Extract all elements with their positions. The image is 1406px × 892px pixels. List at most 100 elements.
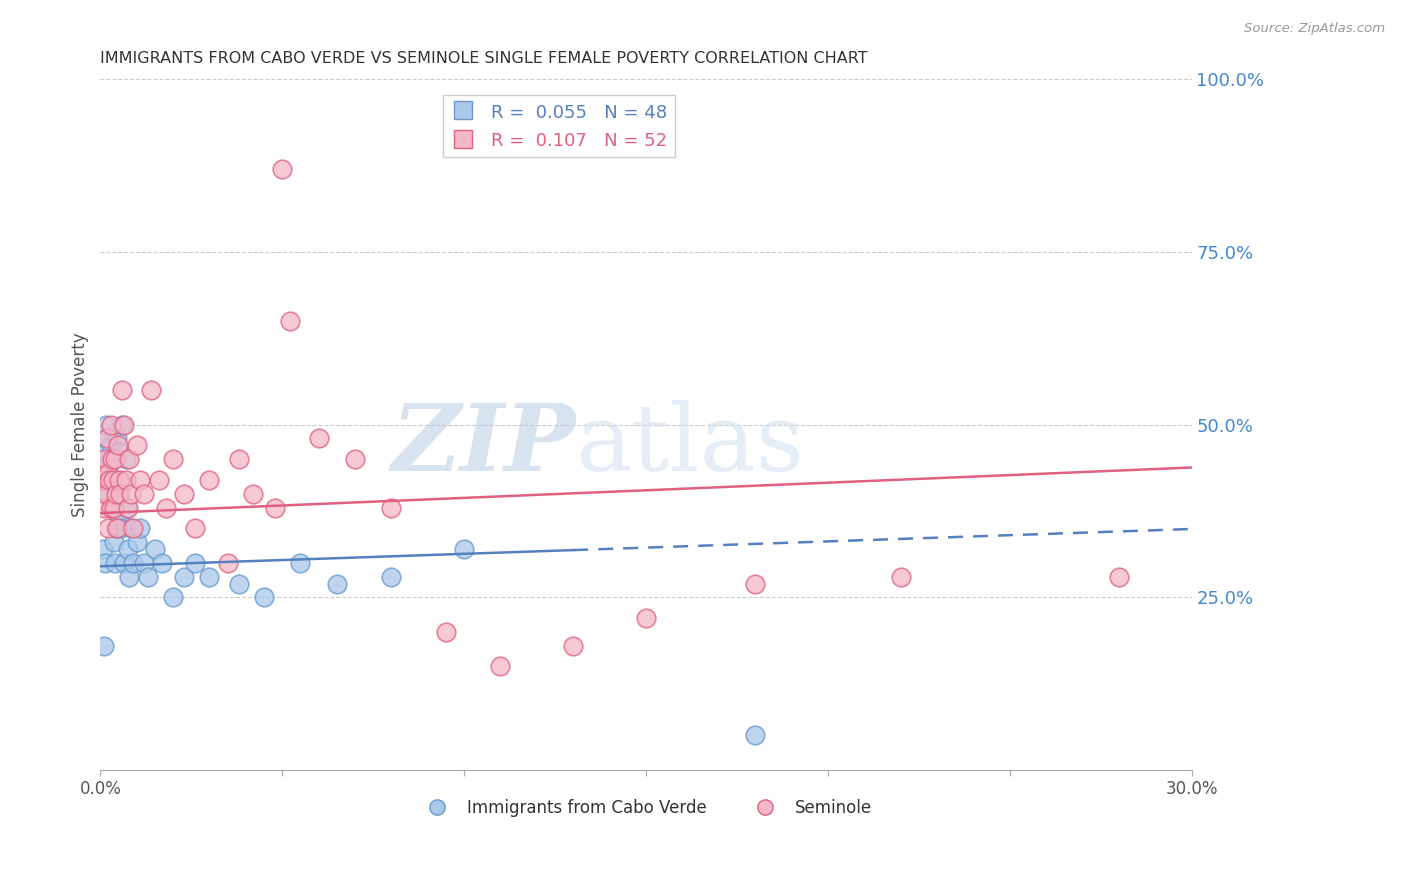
Point (184, 556, 207, 570)
Point (136, 569, 159, 583)
Point (125, 535, 148, 549)
Point (105, 432, 128, 446)
Point (890, 569, 912, 583)
Legend: Immigrants from Cabo Verde, Seminole: Immigrants from Cabo Verde, Seminole (413, 792, 879, 824)
Point (242, 487, 264, 501)
Point (118, 452, 141, 467)
Point (100, 500, 122, 515)
Point (110, 487, 132, 501)
Point (132, 556, 155, 570)
Point (96, 432, 118, 446)
Point (271, 162, 294, 177)
Point (744, 576, 766, 591)
Point (326, 576, 349, 591)
Point (278, 314, 301, 328)
Point (110, 521, 132, 535)
Point (101, 473, 124, 487)
Point (141, 383, 163, 397)
Text: IMMIGRANTS FROM CABO VERDE VS SEMINOLE SINGLE FEMALE POVERTY CORRELATION CHART: IMMIGRANTS FROM CABO VERDE VS SEMINOLE S… (100, 51, 868, 66)
Point (122, 556, 145, 570)
Point (120, 521, 142, 535)
Point (380, 569, 402, 583)
Point (162, 452, 184, 467)
Point (217, 556, 239, 570)
Point (98, 473, 121, 487)
Point (93, 500, 115, 515)
Point (97, 487, 120, 501)
Point (104, 556, 127, 570)
Point (173, 487, 195, 501)
Point (562, 639, 585, 653)
Point (101, 452, 124, 467)
Point (253, 591, 276, 605)
Point (173, 569, 195, 583)
Point (100, 417, 122, 432)
Point (744, 729, 766, 743)
Point (111, 417, 134, 432)
Point (264, 500, 287, 515)
Point (105, 521, 128, 535)
Point (103, 535, 125, 549)
Point (150, 556, 173, 570)
Point (97, 466, 120, 480)
Point (308, 432, 330, 446)
Point (489, 659, 512, 673)
Point (114, 452, 136, 467)
Point (118, 569, 141, 583)
Text: atlas: atlas (575, 401, 804, 491)
Point (110, 473, 132, 487)
Point (117, 541, 139, 556)
Point (129, 473, 152, 487)
Point (132, 487, 155, 501)
Point (143, 541, 166, 556)
Point (93, 556, 115, 570)
Point (101, 452, 124, 467)
Point (228, 576, 250, 591)
Point (129, 521, 152, 535)
Point (91, 541, 114, 556)
Point (148, 473, 170, 487)
Point (115, 500, 138, 515)
Point (184, 521, 207, 535)
Point (120, 487, 142, 501)
Point (453, 541, 475, 556)
Text: Source: ZipAtlas.com: Source: ZipAtlas.com (1244, 22, 1385, 36)
Point (112, 417, 135, 432)
Point (117, 500, 139, 515)
Y-axis label: Single Female Poverty: Single Female Poverty (72, 333, 89, 517)
Point (93, 452, 115, 467)
Point (1108, 569, 1130, 583)
Point (107, 514, 129, 528)
Point (125, 438, 148, 452)
Point (101, 500, 124, 515)
Point (198, 473, 221, 487)
Point (98, 473, 121, 487)
Point (94, 487, 117, 501)
Point (107, 473, 129, 487)
Point (94, 432, 117, 446)
Point (97, 521, 120, 535)
Point (108, 445, 131, 459)
Point (290, 556, 312, 570)
Point (104, 487, 127, 501)
Point (112, 556, 135, 570)
Point (107, 487, 129, 501)
Point (114, 473, 136, 487)
Point (93, 639, 115, 653)
Point (103, 500, 125, 515)
Point (155, 500, 177, 515)
Point (100, 500, 122, 515)
Point (122, 521, 145, 535)
Point (94, 417, 117, 432)
Point (111, 383, 134, 397)
Point (162, 591, 184, 605)
Point (104, 452, 127, 467)
Point (100, 438, 122, 452)
Point (101, 473, 124, 487)
Point (104, 521, 127, 535)
Text: ZIP: ZIP (391, 401, 575, 491)
Point (107, 438, 129, 452)
Point (96, 445, 118, 459)
Point (434, 624, 457, 639)
Point (198, 569, 221, 583)
